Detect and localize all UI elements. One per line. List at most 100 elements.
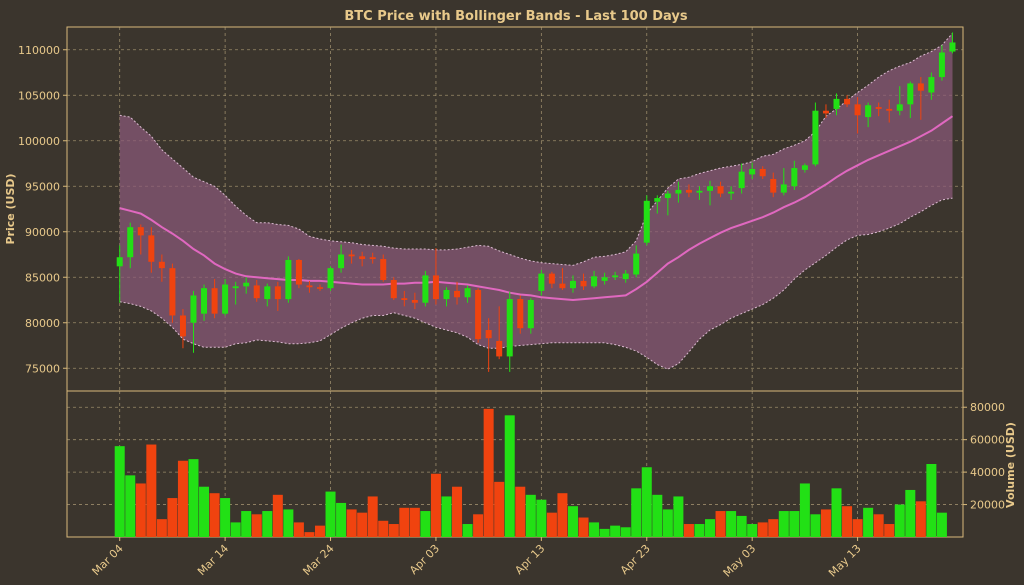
volume-bar [378, 520, 389, 537]
candle [475, 288, 482, 343]
candle [390, 277, 397, 300]
volume-bar [146, 444, 157, 537]
candle [316, 284, 323, 291]
volume-bar [504, 415, 515, 537]
candle [169, 263, 176, 323]
volume-bar [905, 489, 916, 537]
volume-bar [409, 507, 420, 537]
candle-body [612, 275, 619, 278]
candle [285, 256, 292, 303]
price-tick-label: 95000 [25, 180, 60, 193]
candle [264, 283, 271, 307]
candle-body [158, 261, 165, 269]
candle-body [928, 77, 935, 93]
candle-body [380, 259, 387, 280]
price-tick-label: 90000 [25, 226, 60, 239]
volume-bar [135, 483, 146, 537]
candle [454, 281, 461, 305]
candle [443, 287, 450, 307]
candle-body [390, 279, 397, 299]
candle-body [917, 83, 924, 91]
price-axis-label: Price (USD) [4, 173, 17, 244]
candle [527, 298, 534, 334]
volume-tick-label: 80000 [970, 401, 1005, 414]
candle [591, 270, 598, 289]
volume-bar [610, 525, 621, 537]
candle [338, 244, 345, 273]
candle [359, 251, 366, 267]
candle-body [865, 105, 872, 118]
candle-body [443, 289, 450, 300]
candle [464, 285, 471, 303]
candle [833, 93, 840, 116]
candle [896, 86, 903, 116]
candle [411, 292, 418, 310]
candle [148, 227, 155, 273]
volume-bar [705, 519, 716, 537]
volume-bar [915, 501, 926, 537]
candle-body [243, 282, 250, 287]
candle [633, 245, 640, 278]
candle-body [369, 257, 376, 260]
candle [369, 252, 376, 264]
candle-body [137, 227, 144, 236]
volume-bar [652, 494, 663, 537]
candle [274, 281, 281, 311]
price-tick-label: 85000 [25, 271, 60, 284]
candle [580, 273, 587, 290]
candle [243, 277, 250, 294]
volume-bar [251, 514, 262, 537]
candle [517, 295, 524, 334]
candle-body [949, 42, 956, 52]
candle [116, 245, 123, 303]
candle [137, 224, 144, 255]
volume-bar [483, 408, 494, 537]
candle-body [886, 108, 893, 111]
volume-bar [673, 496, 684, 537]
candle [612, 271, 619, 280]
candle [232, 281, 239, 305]
volume-bar [452, 486, 463, 537]
candle [211, 279, 218, 319]
candle [643, 195, 650, 246]
candle [822, 104, 829, 118]
candle [127, 222, 134, 269]
volume-bar [272, 494, 283, 537]
candle-body [327, 268, 334, 289]
volume-bar [757, 522, 768, 537]
volume-tick-label: 60000 [970, 434, 1005, 447]
price-tick-label: 75000 [25, 362, 60, 375]
candle-body [422, 275, 429, 303]
volume-bar [420, 511, 431, 537]
candle [791, 160, 798, 190]
volume-bar [736, 515, 747, 537]
volume-bar [873, 514, 884, 537]
volume-axis-label: Volume (USD) [1004, 422, 1017, 508]
candle-body [938, 52, 945, 78]
candle-body [201, 288, 208, 314]
candle-body [169, 268, 176, 316]
volume-bar [884, 524, 895, 537]
volume-bar [430, 473, 441, 537]
volume-bar [462, 524, 473, 537]
volume-bar [557, 493, 568, 537]
candle-body [359, 256, 366, 260]
candle [844, 95, 851, 108]
candle-body [833, 98, 840, 109]
candle [201, 284, 208, 321]
volume-bar [357, 512, 368, 537]
volume-bar [367, 496, 378, 537]
candle [938, 45, 945, 81]
candle-body [696, 190, 703, 193]
price-tick-label: 105000 [18, 89, 60, 102]
volume-bar [325, 491, 336, 537]
candle [569, 275, 576, 293]
volume-axis-ticks: 20000 40000 60000 80000 [963, 401, 1005, 512]
candle-body [306, 285, 313, 288]
candle [622, 269, 629, 283]
volume-bar [336, 502, 347, 537]
volume-bar [778, 511, 789, 537]
volume-bar [230, 522, 241, 537]
bollinger-middle-line [119, 115, 954, 302]
candle-body [432, 275, 439, 300]
